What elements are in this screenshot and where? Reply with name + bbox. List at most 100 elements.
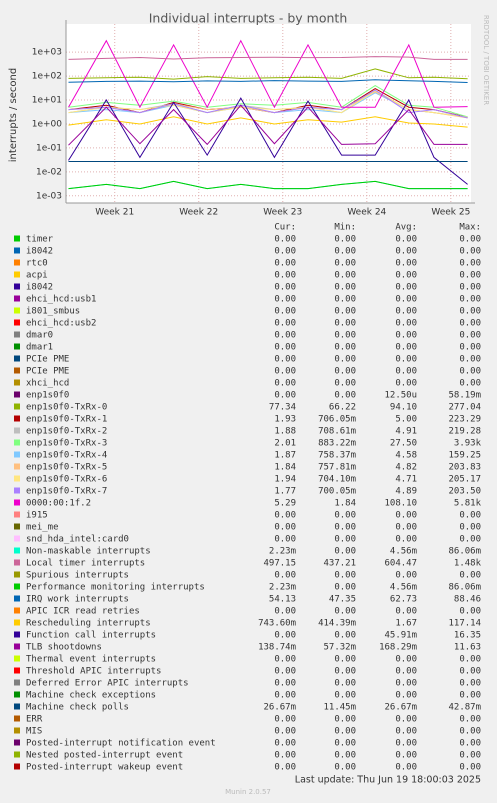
- legend-swatch: [14, 523, 20, 530]
- legend-name: enp1s0f0-TxRx-4: [26, 451, 107, 461]
- legend-value: 4.56m: [390, 583, 417, 593]
- footer: Munin 2.0.57: [225, 788, 271, 796]
- legend-value: 0.00: [334, 307, 356, 317]
- series-line: [68, 104, 468, 146]
- legend-swatch: [14, 415, 20, 422]
- legend-swatch: [14, 283, 20, 290]
- x-tick-label: Week 25: [431, 208, 470, 218]
- legend-swatch: [14, 367, 20, 374]
- legend-value: 159.25: [448, 451, 481, 461]
- x-tick-label: Week 24: [347, 208, 386, 218]
- series-line: [68, 89, 468, 119]
- legend-value: 0.00: [334, 655, 356, 665]
- legend-value: 0.00: [459, 511, 481, 521]
- legend-value: 0.00: [334, 583, 356, 593]
- legend-value: 0.00: [459, 763, 481, 773]
- legend-value: 108.10: [384, 499, 417, 509]
- legend-name: 0000:00:1f.2: [26, 499, 91, 509]
- legend-value: 0.00: [334, 607, 356, 617]
- legend-value: 0.00: [274, 391, 296, 401]
- legend-value: 0.00: [334, 379, 356, 389]
- legend-value: 11.45m: [323, 703, 356, 713]
- legend-name: Local timer interrupts: [26, 559, 145, 569]
- legend-value: 0.00: [395, 367, 417, 377]
- legend-name: TLB shootdowns: [26, 643, 102, 653]
- legend-value: 16.35: [454, 631, 481, 641]
- legend-name: Deferred Error APIC interrupts: [26, 679, 189, 689]
- legend-value: 0.00: [274, 295, 296, 305]
- legend-value: 66.22: [329, 403, 356, 413]
- legend-value: 2.01: [274, 439, 296, 449]
- y-axis-label: interrupts / second: [8, 68, 19, 162]
- legend-name: enp1s0f0-TxRx-3: [26, 439, 107, 449]
- legend-value: 2.23m: [269, 583, 296, 593]
- legend-value: 0.00: [274, 535, 296, 545]
- legend-swatch: [14, 319, 20, 326]
- legend-swatch: [14, 439, 20, 446]
- series-line: [68, 180, 468, 190]
- legend-value: 0.00: [395, 691, 417, 701]
- legend-value: 5.29: [274, 499, 296, 509]
- legend-value: 203.50: [448, 487, 481, 497]
- legend-swatch: [14, 571, 20, 578]
- legend-value: 219.28: [448, 427, 481, 437]
- y-tick-label: 1e-02: [36, 167, 62, 177]
- legend-value: 0.00: [334, 235, 356, 245]
- legend-value: 42.87m: [448, 703, 481, 713]
- legend-value: 0.00: [334, 523, 356, 533]
- legend-swatch: [14, 655, 20, 662]
- legend-value: 0.00: [395, 667, 417, 677]
- legend-value: 1.93: [274, 415, 296, 425]
- legend-name: Thermal event interrupts: [26, 655, 156, 665]
- legend-value: 0.00: [274, 739, 296, 749]
- legend-value: 1.84: [334, 499, 356, 509]
- legend-value: 1.67: [395, 619, 417, 629]
- legend-value: 0.00: [395, 295, 417, 305]
- legend-value: 0.00: [274, 751, 296, 761]
- legend-value: 708.61m: [318, 427, 356, 437]
- legend-swatch: [14, 379, 20, 386]
- legend-value: 0.00: [459, 319, 481, 329]
- legend-name: timer: [26, 235, 54, 245]
- legend-value: 0.00: [274, 307, 296, 317]
- series-line: [68, 85, 468, 118]
- legend-name: dmar0: [26, 331, 53, 341]
- legend-value: 4.58: [395, 451, 417, 461]
- legend-name: enp1s0f0-TxRx-6: [26, 475, 107, 485]
- series-line: [68, 79, 468, 83]
- legend-swatch: [14, 727, 20, 734]
- legend-value: 86.06m: [448, 583, 481, 593]
- legend-value: 4.71: [395, 475, 417, 485]
- legend-swatch: [14, 715, 20, 722]
- legend-value: 700.05m: [318, 487, 356, 497]
- legend-value: 0.00: [334, 763, 356, 773]
- legend-value: 0.00: [334, 739, 356, 749]
- legend-swatch: [14, 703, 20, 710]
- legend-value: 604.47: [384, 559, 417, 569]
- legend-value: 2.23m: [269, 547, 296, 557]
- legend-swatch: [14, 331, 20, 338]
- legend-value: 4.82: [395, 463, 417, 473]
- legend-name: ehci_hcd:usb2: [26, 319, 96, 329]
- legend-value: 0.00: [334, 283, 356, 293]
- legend-swatch: [14, 475, 20, 482]
- legend-value: 1.94: [274, 475, 296, 485]
- legend-value: 0.00: [459, 295, 481, 305]
- legend-name: enp1s0f0-TxRx-1: [26, 415, 107, 425]
- series-line: [68, 97, 468, 185]
- series-line: [68, 116, 468, 128]
- legend-value: 0.00: [334, 751, 356, 761]
- legend-name: Non-maskable interrupts: [26, 547, 151, 557]
- legend-value: 0.00: [334, 391, 356, 401]
- legend-value: 5.00: [395, 415, 417, 425]
- legend-value: 26.67m: [263, 703, 296, 713]
- legend-value: 0.00: [274, 379, 296, 389]
- legend-value: 0.00: [459, 607, 481, 617]
- legend-value: 0.00: [459, 655, 481, 665]
- legend-swatch: [14, 343, 20, 350]
- legend-name: enp1s0f0-TxRx-5: [26, 463, 107, 473]
- x-tick-label: Week 21: [95, 208, 134, 218]
- legend-value: 437.21: [323, 559, 356, 569]
- legend-value: 0.00: [274, 355, 296, 365]
- legend-value: 0.00: [274, 319, 296, 329]
